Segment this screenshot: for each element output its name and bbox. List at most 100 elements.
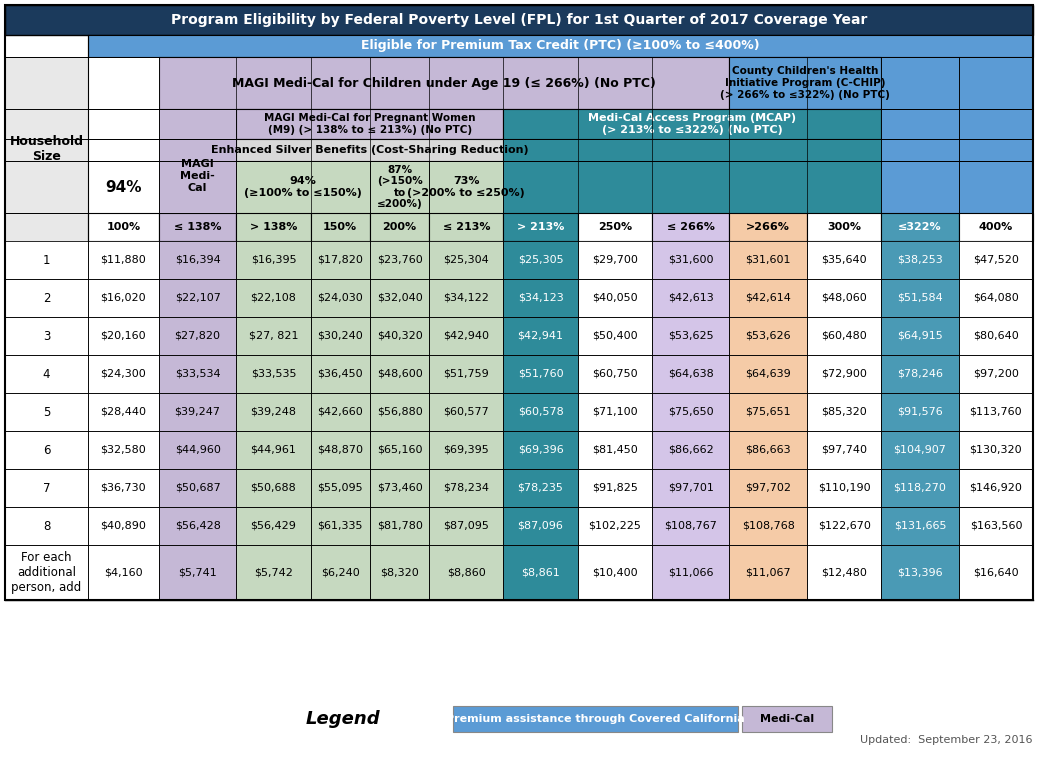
- Text: $65,160: $65,160: [377, 445, 422, 455]
- Bar: [430, 545, 503, 600]
- Text: Program Eligibility by Federal Poverty Level (FPL) for 1st Quarter of 2017 Cover: Program Eligibility by Federal Poverty L…: [171, 13, 867, 27]
- Text: $53,626: $53,626: [745, 331, 791, 341]
- Bar: [503, 507, 577, 545]
- Bar: [807, 279, 881, 317]
- Bar: [730, 507, 807, 545]
- Bar: [88, 241, 159, 279]
- Bar: [730, 431, 807, 469]
- Bar: [730, 355, 807, 393]
- Text: $8,861: $8,861: [521, 568, 559, 578]
- Text: ≤ 266%: ≤ 266%: [666, 222, 714, 232]
- Bar: [881, 57, 959, 109]
- Bar: [807, 545, 881, 600]
- Bar: [310, 241, 370, 279]
- Text: $42,660: $42,660: [318, 407, 363, 417]
- Text: $108,767: $108,767: [664, 521, 717, 531]
- Bar: [159, 57, 730, 109]
- Bar: [959, 241, 1033, 279]
- Text: $8,320: $8,320: [380, 568, 419, 578]
- Bar: [652, 279, 730, 317]
- Text: $64,638: $64,638: [667, 369, 713, 379]
- Bar: [88, 35, 1033, 57]
- Bar: [370, 161, 430, 213]
- Text: $85,320: $85,320: [821, 407, 867, 417]
- Bar: [730, 545, 807, 600]
- Text: $42,941: $42,941: [518, 331, 564, 341]
- Bar: [807, 355, 881, 393]
- Text: Medi-Cal Access Program (MCAP)
(> 213% to ≤322%) (No PTC): Medi-Cal Access Program (MCAP) (> 213% t…: [589, 113, 796, 135]
- Bar: [430, 507, 503, 545]
- Text: 200%: 200%: [383, 222, 416, 232]
- Text: $75,650: $75,650: [667, 407, 713, 417]
- Text: $91,825: $91,825: [592, 483, 637, 493]
- Bar: [310, 279, 370, 317]
- Text: Medi-Cal: Medi-Cal: [760, 714, 814, 724]
- Bar: [159, 317, 237, 355]
- Bar: [577, 469, 652, 507]
- Text: 250%: 250%: [598, 222, 632, 232]
- Bar: [881, 469, 959, 507]
- Text: $42,614: $42,614: [745, 293, 791, 303]
- Text: Household
Size: Household Size: [9, 135, 83, 163]
- Bar: [237, 317, 310, 355]
- Text: $20,160: $20,160: [101, 331, 146, 341]
- Bar: [807, 241, 881, 279]
- Bar: [237, 279, 310, 317]
- Text: $91,576: $91,576: [897, 407, 943, 417]
- Text: $36,450: $36,450: [318, 369, 363, 379]
- Text: $16,395: $16,395: [250, 255, 296, 265]
- Text: $108,768: $108,768: [742, 521, 795, 531]
- Text: $87,095: $87,095: [443, 521, 489, 531]
- Bar: [881, 139, 959, 161]
- Bar: [88, 431, 159, 469]
- Bar: [5, 431, 88, 469]
- Text: $35,640: $35,640: [821, 255, 867, 265]
- Bar: [503, 241, 577, 279]
- Bar: [742, 706, 832, 732]
- Bar: [430, 431, 503, 469]
- Bar: [503, 431, 577, 469]
- Text: $64,080: $64,080: [973, 293, 1018, 303]
- Bar: [959, 139, 1033, 161]
- Bar: [370, 355, 430, 393]
- Text: $81,450: $81,450: [592, 445, 637, 455]
- Text: $8,860: $8,860: [447, 568, 486, 578]
- Bar: [959, 431, 1033, 469]
- Text: $51,584: $51,584: [897, 293, 943, 303]
- Text: 8: 8: [43, 520, 50, 533]
- Bar: [959, 213, 1033, 241]
- Text: MAGI Medi-Cal for Children under Age 19 (≤ 266%) (No PTC): MAGI Medi-Cal for Children under Age 19 …: [233, 77, 656, 90]
- Text: $50,688: $50,688: [250, 483, 296, 493]
- Bar: [881, 213, 959, 241]
- Text: $69,396: $69,396: [518, 445, 564, 455]
- Text: 100%: 100%: [106, 222, 140, 232]
- Text: $48,060: $48,060: [821, 293, 867, 303]
- Text: $81,780: $81,780: [377, 521, 422, 531]
- Bar: [881, 393, 959, 431]
- Bar: [5, 5, 1033, 600]
- Text: ≤322%: ≤322%: [898, 222, 941, 232]
- Text: Updated:  September 23, 2016: Updated: September 23, 2016: [861, 735, 1033, 745]
- Bar: [5, 317, 88, 355]
- Text: $16,020: $16,020: [101, 293, 146, 303]
- Bar: [430, 355, 503, 393]
- Bar: [652, 213, 730, 241]
- Bar: [310, 355, 370, 393]
- Text: $17,820: $17,820: [318, 255, 363, 265]
- Bar: [370, 241, 430, 279]
- Bar: [159, 279, 237, 317]
- Text: $78,235: $78,235: [518, 483, 564, 493]
- Bar: [577, 507, 652, 545]
- Text: $102,225: $102,225: [589, 521, 641, 531]
- Text: $48,600: $48,600: [377, 369, 422, 379]
- Text: $27, 821: $27, 821: [249, 331, 298, 341]
- Text: $110,190: $110,190: [818, 483, 871, 493]
- Text: $32,580: $32,580: [101, 445, 146, 455]
- Text: $104,907: $104,907: [894, 445, 947, 455]
- Text: MAGI Medi-Cal for Pregnant Women
(M9) (> 138% to ≤ 213%) (No PTC): MAGI Medi-Cal for Pregnant Women (M9) (>…: [264, 113, 475, 135]
- Text: 87%
(>150%
to
≤200%): 87% (>150% to ≤200%): [377, 164, 422, 209]
- Bar: [237, 139, 503, 161]
- Bar: [453, 706, 738, 732]
- Text: $146,920: $146,920: [969, 483, 1022, 493]
- Text: 94%: 94%: [105, 180, 141, 195]
